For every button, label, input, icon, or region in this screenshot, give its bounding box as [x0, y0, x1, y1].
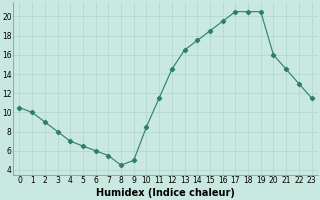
X-axis label: Humidex (Indice chaleur): Humidex (Indice chaleur): [96, 188, 235, 198]
